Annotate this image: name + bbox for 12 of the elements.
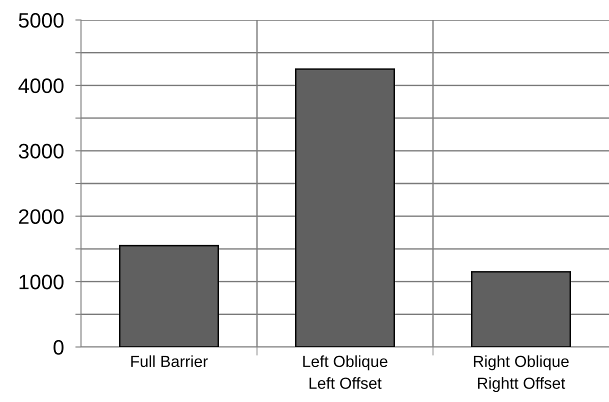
y-tick-label: 4000 [18, 78, 64, 94]
y-tick-label: 5000 [18, 13, 64, 28]
x-tick-label: Right Oblique Rightt Offset [474, 355, 569, 392]
bar [295, 68, 395, 347]
y-tick-label: 0 [54, 340, 64, 355]
x-tick-label: Full Barrier [131, 355, 208, 368]
y-tick-label: 1000 [20, 274, 64, 290]
bar [471, 271, 571, 347]
x-tick-label: Left Oblique Left Offset [303, 355, 388, 389]
y-tick-label: 3000 [18, 144, 64, 159]
y-tick-label: 2000 [19, 209, 64, 224]
bar [119, 244, 219, 347]
